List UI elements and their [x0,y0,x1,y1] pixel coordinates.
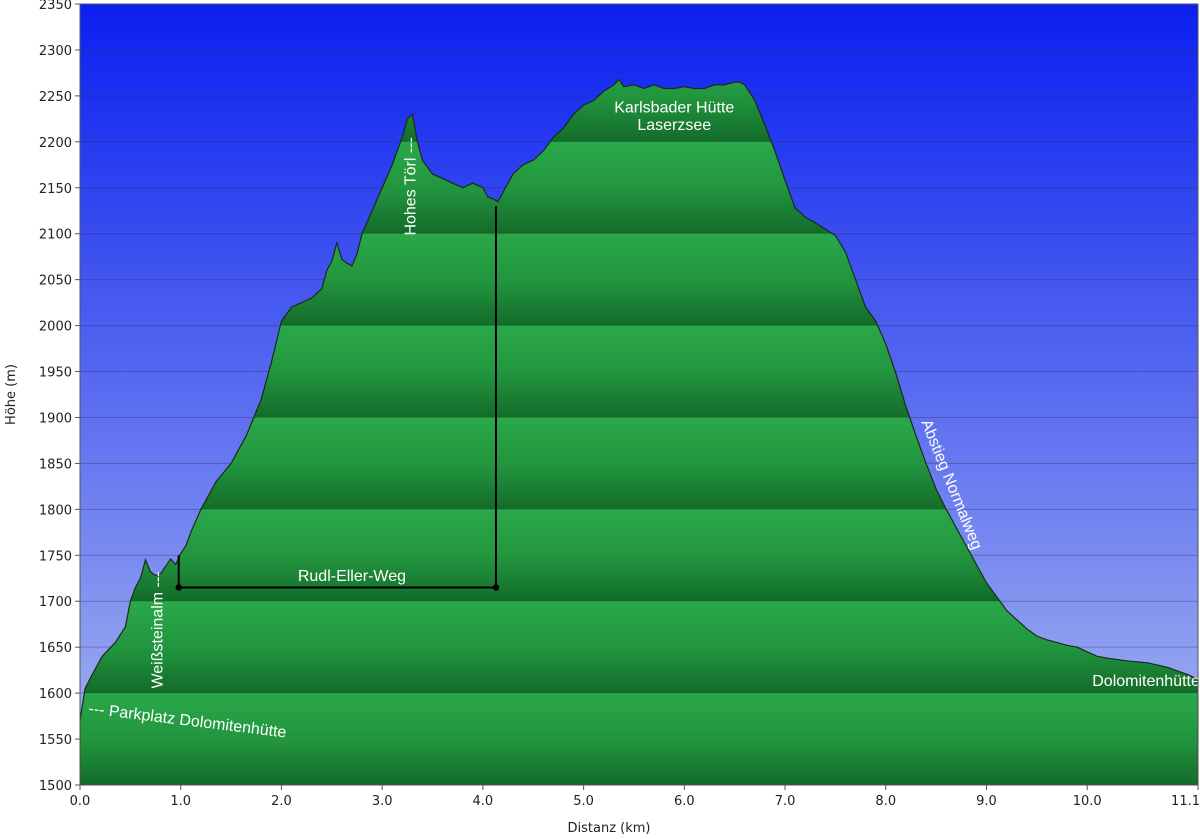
x-tick-label-9: 9.0 [976,794,997,809]
y-tick-label-0: 1500 [39,779,72,794]
plot-frame [79,3,1199,786]
y-tick-label-5: 1750 [39,549,72,564]
x-tick-label-3: 3.0 [372,794,393,809]
x-tick-label-8: 8.0 [875,794,896,809]
y-tick-label-12: 2100 [39,228,72,243]
y-axis-title: Höhe (m) [4,364,19,425]
route-dot-start [175,584,182,591]
annotation-4: Laserzsee [637,117,711,134]
annotation-3: Karlsbader Hütte [614,99,734,116]
route-markers [175,206,500,591]
y-tick-label-15: 2250 [39,90,72,105]
x-tick-label-0: 0.0 [70,794,91,809]
terrain-area [80,78,1198,785]
plot-area: --- Parkplatz DolomitenhütteWeißsteinalm… [80,3,1200,786]
y-tick-label-3: 1650 [39,641,72,656]
x-axis-title: Distanz (km) [568,821,651,836]
x-tick-label-1: 1.0 [170,794,191,809]
annotation-1: Weißsteinalm --- [150,571,167,688]
annotation-6: Dolomitenhütte (Parkplatz) --- [1092,673,1200,690]
annotation-7: Rudl-Eller-Weg [298,568,406,585]
y-tick-label-11: 2050 [39,274,72,289]
x-axis-ticks: 0.0 1.0 2.0 3.0 4.0 5.0 6.0 7.0 8.0 9.0 10.0 11.1 [70,785,1200,809]
x-tick-label-2: 2.0 [271,794,292,809]
x-tick-label-11: 11.1 [1171,794,1200,809]
y-tick-label-2: 1600 [39,687,72,702]
x-tick-label-7: 7.0 [775,794,796,809]
x-tick-label-5: 5.0 [573,794,594,809]
y-tick-label-17: 2350 [39,0,72,13]
y-tick-label-4: 1700 [39,595,72,610]
y-tick-label-14: 2200 [39,136,72,151]
y-tick-label-8: 1900 [39,411,72,426]
x-tick-label-4: 4.0 [473,794,494,809]
y-tick-label-7: 1850 [39,457,72,472]
x-tick-label-6: 6.0 [674,794,695,809]
annotation-2: Hohes Törl --- [402,137,419,235]
y-tick-label-16: 2300 [39,44,72,59]
y-tick-label-1: 1550 [39,733,72,748]
axes: 0.0 1.0 2.0 3.0 4.0 5.0 6.0 7.0 8.0 9.0 10.0 11.1 1… [4,0,1200,836]
y-tick-label-9: 1950 [39,366,72,381]
y-axis-ticks: 1500 1550 1600 1650 1700 1750 1800 1850 1900 1950… [39,0,80,794]
route-dot-end [492,584,500,591]
y-tick-label-10: 2000 [39,320,72,335]
y-tick-label-6: 1800 [39,503,72,518]
y-tick-label-13: 2150 [39,182,72,197]
x-tick-label-10: 10.0 [1073,794,1102,809]
